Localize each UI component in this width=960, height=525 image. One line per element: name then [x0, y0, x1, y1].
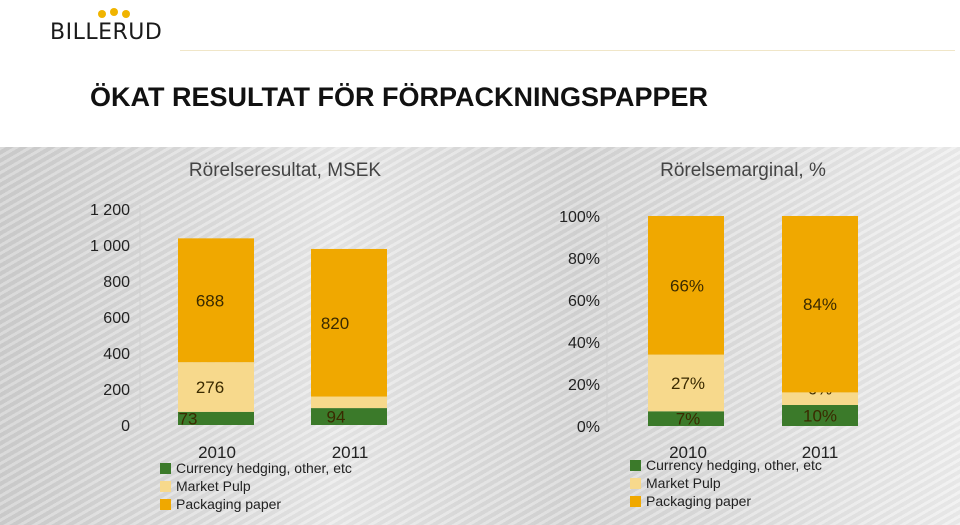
y-tick-label: 60% — [568, 293, 600, 310]
legend-swatch — [160, 499, 171, 510]
y-tick-label: 40% — [568, 335, 600, 352]
bar-segment — [178, 238, 254, 363]
y-tick-label: 0 — [121, 418, 130, 435]
y-tick-label: 80% — [568, 251, 600, 268]
divider — [180, 50, 955, 51]
legend-swatch — [160, 463, 171, 474]
chart-title: Rörelsemarginal, % — [660, 160, 826, 181]
brand-logo: BILLERUD — [50, 8, 180, 45]
legend-label: Currency hedging, other, etc — [176, 460, 352, 476]
bar-segment — [311, 408, 387, 425]
y-tick-label: 1 000 — [90, 238, 130, 255]
data-label: 84% — [803, 295, 837, 314]
bar-segment — [782, 392, 858, 405]
x-tick-label: 2010 — [198, 443, 236, 462]
data-label: 27% — [671, 374, 705, 393]
legend-swatch — [630, 496, 641, 507]
legend-label: Packaging paper — [176, 496, 281, 512]
bar-segment — [178, 362, 254, 412]
data-label: 73 — [179, 409, 198, 428]
bar-segment — [311, 396, 387, 409]
legend-swatch — [160, 481, 171, 492]
y-tick-label: 800 — [103, 274, 130, 291]
legend-label: Market Pulp — [646, 475, 721, 491]
x-tick-label: 2010 — [669, 443, 707, 462]
brand-name: BILLERUD — [50, 20, 163, 45]
bar-segment — [782, 405, 858, 426]
legend-swatch — [630, 478, 641, 489]
legend-label: Market Pulp — [176, 478, 251, 494]
crown-icon — [98, 8, 130, 18]
x-tick-label: 2011 — [332, 443, 369, 462]
y-tick-label: 400 — [103, 346, 130, 363]
y-tick-label: 600 — [103, 310, 130, 327]
bar-segment — [178, 411, 254, 425]
y-tick-label: 200 — [103, 382, 130, 399]
y-tick-label: 100% — [559, 209, 600, 226]
bar-segment — [648, 354, 724, 412]
bar-segment — [782, 216, 858, 393]
data-label: 688 — [196, 291, 224, 310]
data-label: 94 — [327, 408, 346, 427]
legend-label: Currency hedging, other, etc — [646, 457, 822, 473]
y-tick-label: 20% — [568, 377, 600, 394]
legend-swatch — [630, 460, 641, 471]
bar-segment — [648, 411, 724, 426]
data-label: 7% — [676, 410, 701, 429]
x-tick-label: 2011 — [802, 443, 839, 462]
data-label: 276 — [196, 378, 224, 397]
data-label: 10% — [803, 407, 837, 426]
legend-label: Packaging paper — [646, 493, 751, 509]
bar-segment — [311, 248, 387, 397]
y-tick-label: 1 200 — [90, 202, 130, 219]
y-tick-label: 0% — [577, 419, 600, 436]
data-label: 820 — [321, 314, 349, 333]
page-title: ÖKAT RESULTAT FÖR FÖRPACKNINGSPAPPER — [90, 82, 708, 112]
bar-segment — [648, 216, 724, 355]
chart-title: Rörelseresultat, MSEK — [189, 160, 382, 181]
data-label: 66% — [670, 276, 704, 295]
